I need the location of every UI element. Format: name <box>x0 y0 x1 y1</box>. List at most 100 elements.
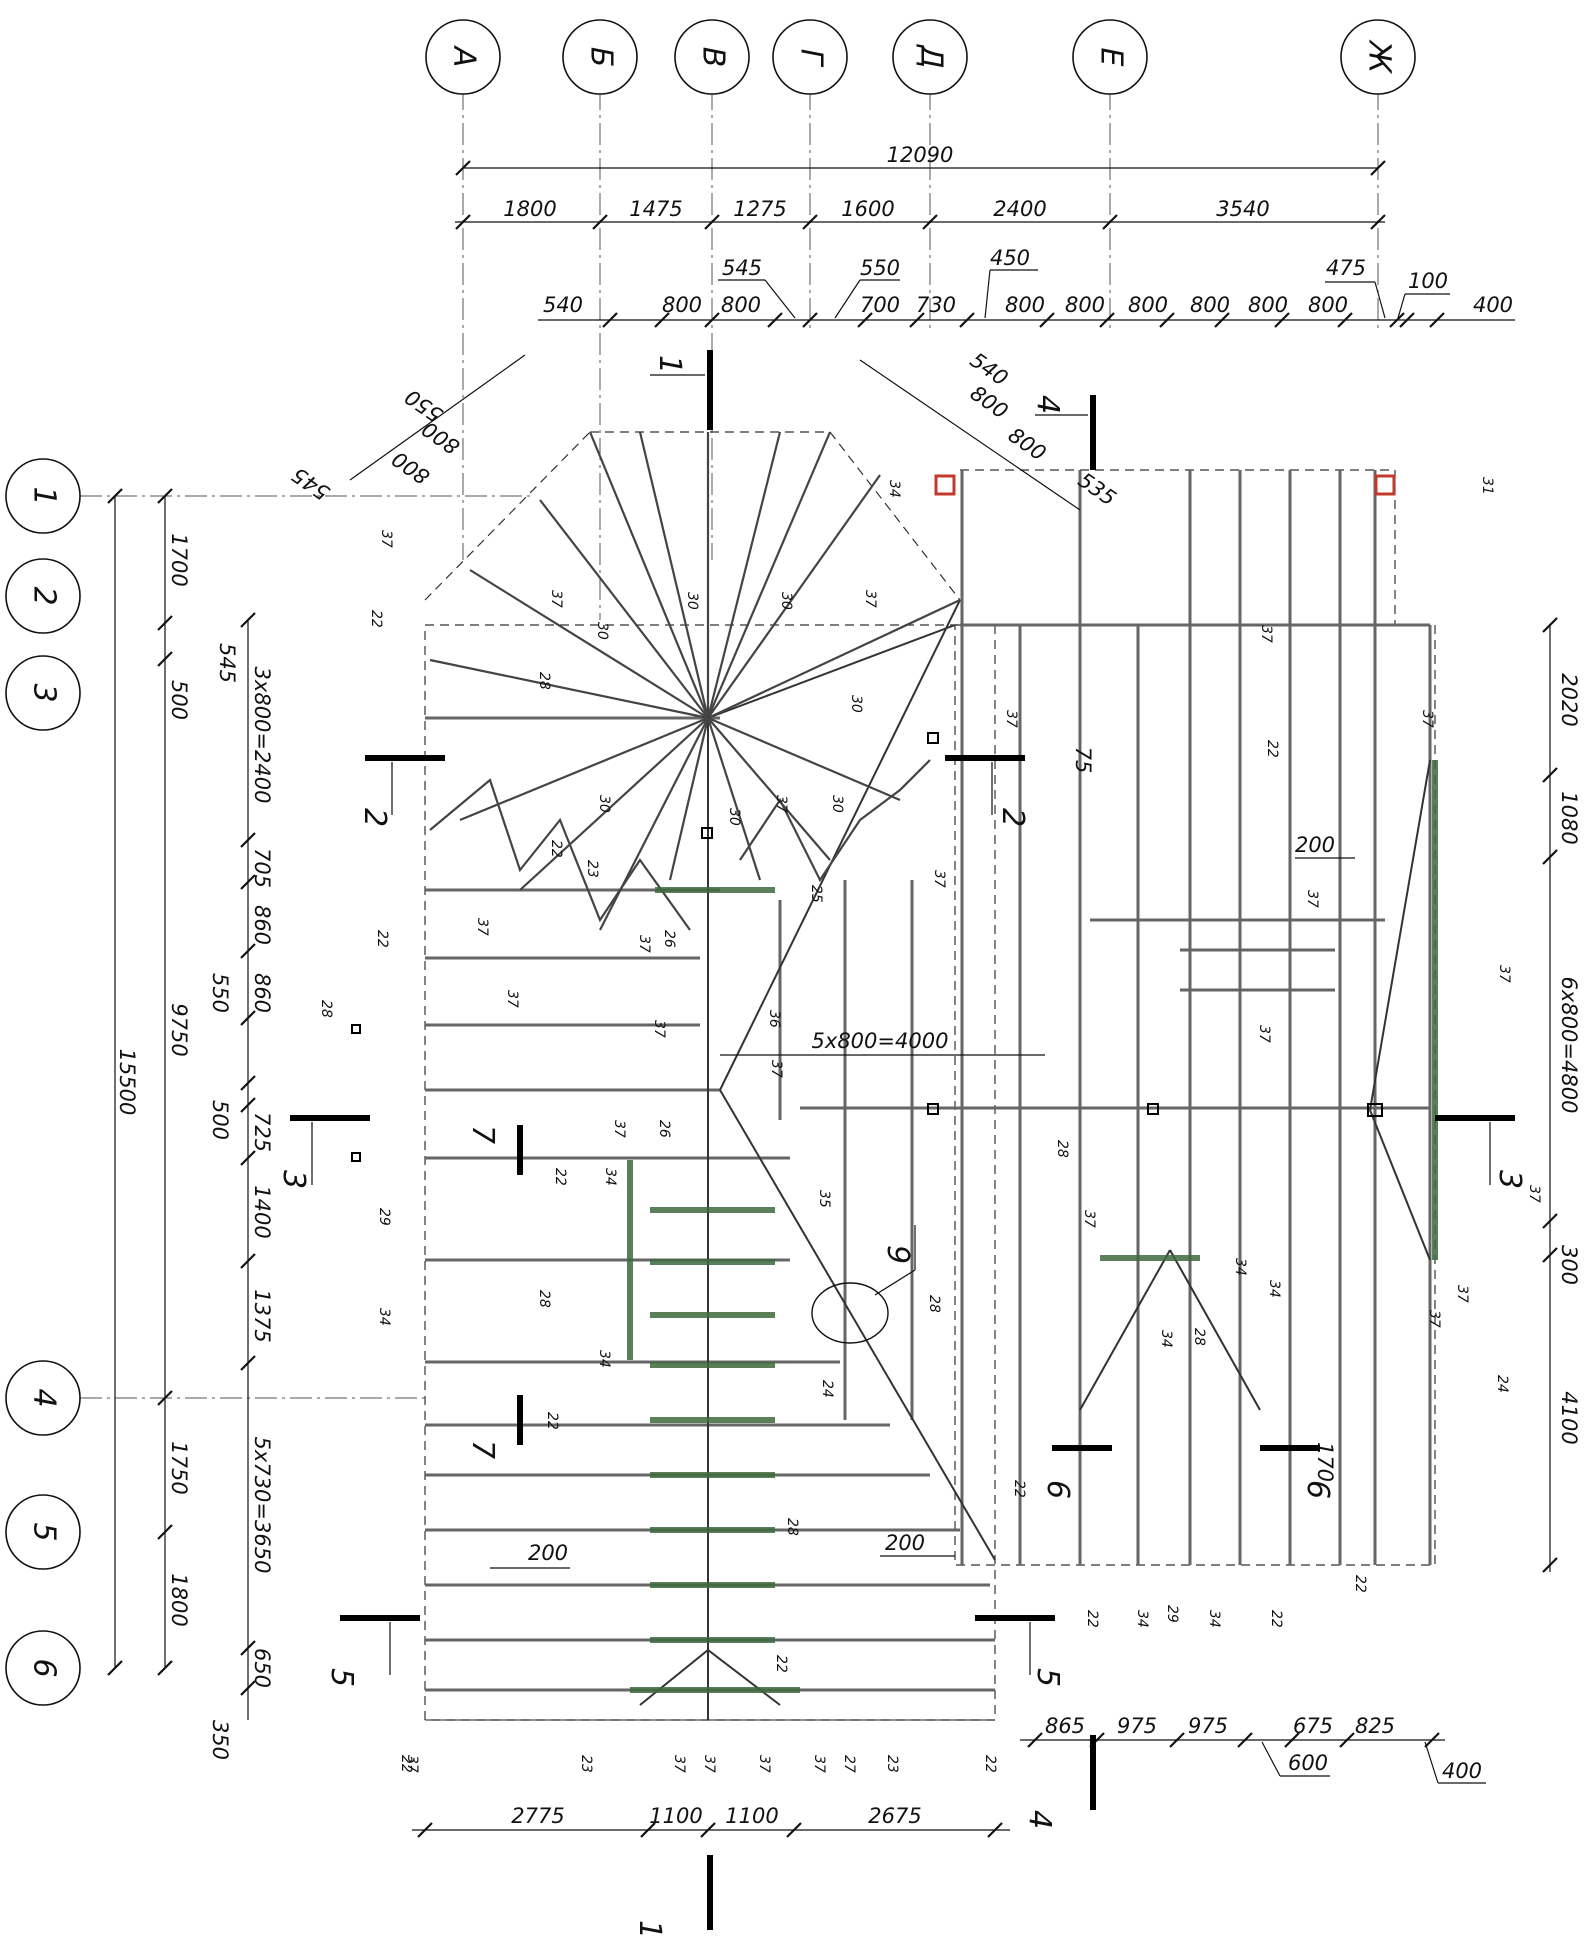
reference-callouts: 22 22 22 22 22 22 22 22 22 22 22 22 22 2… <box>318 477 1542 1773</box>
dim-5x730: 5x730=3650 <box>250 1437 274 1574</box>
dim-1275: 1275 <box>733 197 786 221</box>
ref-23: 23 <box>578 1755 594 1773</box>
dim-2020: 2020 <box>1557 673 1581 726</box>
dim-1750: 1750 <box>167 1441 191 1494</box>
dim-1100-a: 1100 <box>649 1804 702 1828</box>
posts <box>351 474 1396 1162</box>
right-dimensions: 2020 1080 6x800=4800 4100 300 <box>1542 617 1581 1573</box>
ref-22: 22 <box>368 610 384 628</box>
dim-730: 730 <box>916 293 956 317</box>
ref-22: 22 <box>544 1412 560 1430</box>
ref-37: 37 <box>773 795 789 813</box>
grid-g-label: Г <box>794 49 829 68</box>
section-6-left: 6 <box>1040 1480 1075 1499</box>
ref-37: 37 <box>651 1020 667 1038</box>
ref-30: 30 <box>596 795 612 813</box>
section-7-top: 7 <box>465 1125 500 1144</box>
ref-37: 37 <box>611 1120 627 1138</box>
ref-34: 34 <box>1266 1280 1282 1298</box>
dim-350: 350 <box>208 1720 232 1760</box>
inner-dimensions: 5x800=4000 200 200 200 75 170 <box>490 747 1355 1569</box>
ref-37: 37 <box>1426 1310 1442 1328</box>
ref-34: 34 <box>1134 1610 1150 1628</box>
ref-30: 30 <box>829 795 845 813</box>
ref-23: 23 <box>884 1755 900 1773</box>
left-dimensions: 15500 1700 500 9750 1750 1800 <box>107 488 274 1760</box>
ref-22: 22 <box>982 1755 998 1773</box>
dim-15500: 15500 <box>115 1049 139 1116</box>
dim-800-a: 800 <box>662 293 702 317</box>
ref-37: 37 <box>862 590 878 608</box>
ref-22: 22 <box>374 930 390 948</box>
ref-22: 22 <box>398 1755 414 1773</box>
grid-d-label: Д <box>914 43 949 68</box>
ref-37: 37 <box>504 990 520 1008</box>
ref-22: 22 <box>1084 1610 1100 1628</box>
dim-2675: 2675 <box>868 1804 921 1828</box>
grid-zh-label: Ж <box>1362 39 1397 75</box>
ref-30: 30 <box>684 592 700 610</box>
ref-37: 37 <box>1419 710 1435 728</box>
section-4-top: 4 <box>1030 395 1065 414</box>
dim-975-a: 975 <box>1117 1714 1157 1738</box>
ref-37: 37 <box>474 918 490 936</box>
ref-37: 37 <box>756 1755 772 1773</box>
ref-29: 29 <box>1164 1605 1180 1623</box>
ref-28: 28 <box>1191 1328 1207 1346</box>
ref-29: 29 <box>376 1208 392 1226</box>
dim-800-d: 800 <box>1065 293 1105 317</box>
ref-24: 24 <box>819 1380 835 1398</box>
ref-26: 26 <box>656 1120 672 1138</box>
grid-e-label: Е <box>1094 48 1129 67</box>
dim-500-left-inner: 500 <box>208 1100 232 1140</box>
ref-37: 37 <box>1003 710 1019 728</box>
bottom-dimensions: 2775 1100 1100 2675 865 975 975 675 825 … <box>412 1714 1486 1838</box>
dim-400-top: 400 <box>1473 293 1513 317</box>
dim-3540: 3540 <box>1216 197 1269 221</box>
dim-1800: 1800 <box>503 197 556 221</box>
dim-800-f: 800 <box>1190 293 1230 317</box>
ref-37: 37 <box>1304 890 1320 908</box>
grid-5-label: 5 <box>27 1522 62 1541</box>
dim-500-left: 500 <box>167 680 191 720</box>
ref-37: 37 <box>636 935 652 953</box>
ref-22: 22 <box>773 1655 789 1673</box>
diag-550: 550 <box>401 384 448 427</box>
ref-37: 37 <box>1256 1025 1272 1043</box>
ref-23: 23 <box>584 860 600 878</box>
dim-860-a: 860 <box>250 905 274 945</box>
section-3-right: 3 <box>1492 1170 1527 1189</box>
ref-37: 37 <box>1496 965 1512 983</box>
dim-2775: 2775 <box>511 1804 564 1828</box>
ref-22: 22 <box>1352 1575 1368 1593</box>
ref-37: 37 <box>811 1755 827 1773</box>
dim-800-h: 800 <box>1308 293 1348 317</box>
node-9-label: 9 <box>880 1245 915 1264</box>
dim-550-top: 550 <box>860 256 900 280</box>
ref-37: 37 <box>701 1755 717 1773</box>
dim-1475: 1475 <box>629 197 682 221</box>
ref-37: 37 <box>1258 625 1274 643</box>
ref-37: 37 <box>378 530 394 548</box>
ref-30: 30 <box>778 592 794 610</box>
ref-37: 37 <box>548 590 564 608</box>
green-beams <box>627 760 1438 1693</box>
dim-675: 675 <box>1293 1714 1333 1738</box>
grid-6-label: 6 <box>27 1658 62 1677</box>
dim-1700: 1700 <box>167 533 191 586</box>
dim-200-c: 200 <box>885 1531 925 1555</box>
dim-475-top: 475 <box>1326 256 1366 280</box>
ref-22: 22 <box>1011 1480 1027 1498</box>
dim-550-left: 550 <box>208 973 232 1013</box>
radial-hips <box>429 431 961 931</box>
ref-34: 34 <box>886 480 902 498</box>
dim-1100-b: 1100 <box>725 1804 778 1828</box>
ref-37: 37 <box>1081 1210 1097 1228</box>
ref-22: 22 <box>1264 740 1280 758</box>
ref-30: 30 <box>594 622 610 640</box>
dim-865: 865 <box>1045 1714 1085 1738</box>
section-markers: 1 1 2 2 3 3 4 4 5 5 6 6 7 7 <box>276 350 1527 1936</box>
section-2-right: 2 <box>995 808 1030 827</box>
diagonal-dimensions: 550 800 800 545 540 800 800 535 <box>288 348 1121 511</box>
diag-800-d: 800 <box>1004 423 1051 466</box>
